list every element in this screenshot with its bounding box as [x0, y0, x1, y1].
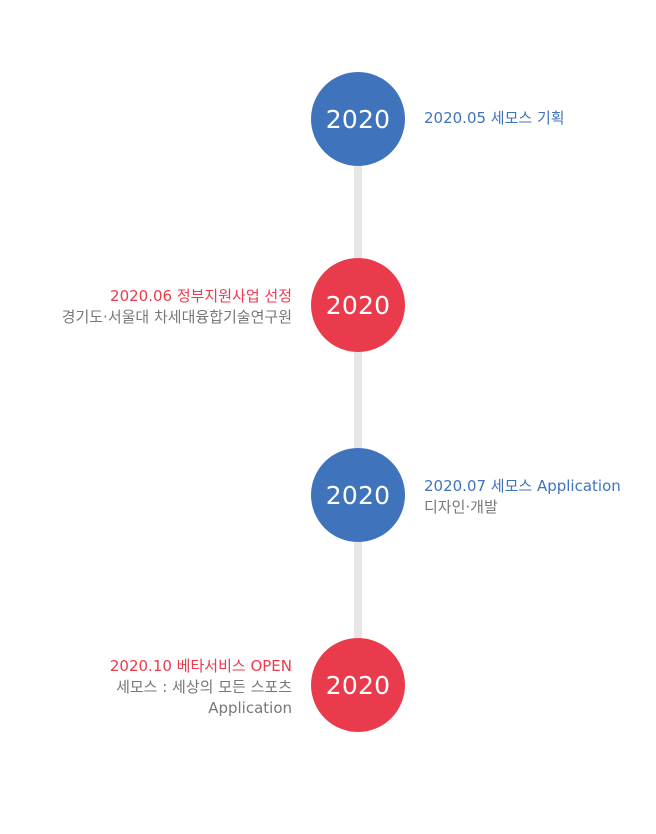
year-label-4: 2020 [325, 670, 391, 700]
year-circle-1: 2020 [311, 72, 405, 166]
entry-title-2: 2020.06 정부지원사업 선정 [110, 287, 292, 305]
entry-description-3: 디자인·개발 [424, 498, 498, 516]
timeline-entry-2: 2020.06 정부지원사업 선정 경기도·서울대 차세대융합기술연구원 [62, 286, 292, 328]
year-label-2: 2020 [325, 290, 391, 320]
entry-title-4: 2020.10 베타서비스 OPEN [109, 657, 292, 675]
entry-title-1: 2020.05 세모스 기획 [424, 109, 565, 127]
year-circle-2: 2020 [311, 258, 405, 352]
entry-title-3: 2020.07 세모스 Application [424, 477, 621, 495]
entry-description-2: 경기도·서울대 차세대융합기술연구원 [61, 308, 292, 326]
year-circle-3: 2020 [311, 448, 405, 542]
timeline-axis-line [354, 150, 362, 680]
timeline-entry-3: 2020.07 세모스 Application 디자인·개발 [424, 476, 621, 518]
entry-description-4: 세모스 : 세상의 모든 스포츠 Application [116, 678, 292, 717]
timeline-entry-1: 2020.05 세모스 기획 [424, 108, 565, 129]
year-label-3: 2020 [325, 480, 391, 510]
year-circle-4: 2020 [311, 638, 405, 732]
year-label-1: 2020 [325, 104, 391, 134]
timeline-entry-4: 2020.10 베타서비스 OPEN 세모스 : 세상의 모든 스포츠 Appl… [110, 656, 292, 719]
